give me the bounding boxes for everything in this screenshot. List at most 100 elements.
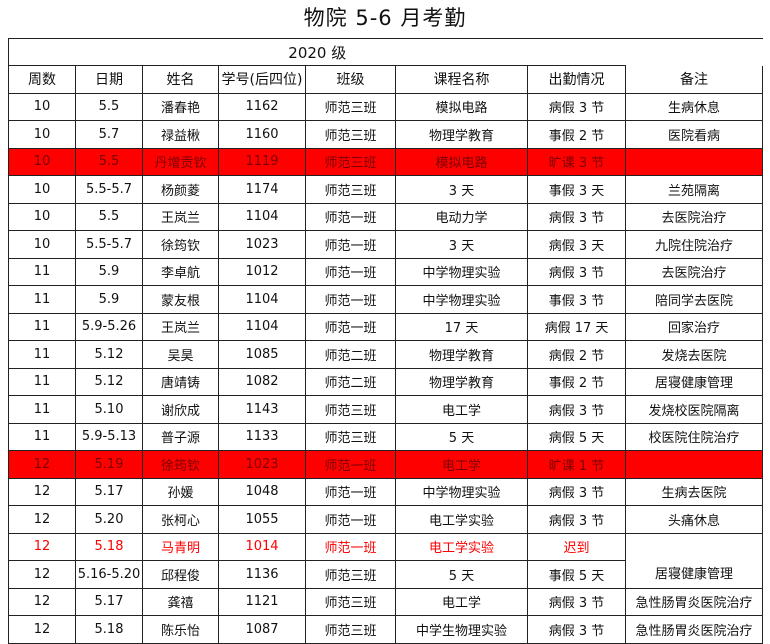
cell-student-id: 1048: [218, 477, 306, 506]
cell-date: 5.17: [75, 477, 143, 506]
cell-name: 陈乐怡: [142, 615, 219, 644]
cell-course: 电动力学: [395, 202, 528, 231]
cell-course: 3 天: [395, 230, 528, 259]
table-row: 10 5.5-5.7 杨颜菱 1174 师范三班 3 天事假 3 天兰苑隔离: [8, 175, 764, 204]
cell-date: 5.9-5.26: [75, 312, 143, 341]
cell-name: 王岚兰: [142, 312, 219, 341]
table-row: 12 5.16-5.20 邱程俊 1136 师范三班 5 天事假 5 天: [8, 560, 763, 589]
cell-note: 头痛休息: [625, 505, 764, 534]
cell-class: 师范三班: [305, 175, 396, 204]
cell-student-id: 1133: [218, 422, 306, 451]
table-row: 11 5.9 蒙友根 1104 师范一班 中学物理实验 事假 3 节陪同学去医院: [8, 285, 764, 314]
cell-date: 5.5-5.7: [75, 230, 143, 259]
table-row: 10 5.5 丹增贡钦 1119 师范三班 模拟电路 旷课 3 节: [8, 147, 764, 176]
cell-course: 模拟电路: [395, 92, 528, 121]
cell-name: 孙媛: [142, 477, 219, 506]
cell-date: 5.9: [75, 257, 143, 286]
cell-class: 师范三班: [305, 615, 396, 644]
page-title: 物院 5-6 月考勤: [303, 6, 467, 30]
cell-date: 5.7: [75, 120, 143, 149]
cell-name: 李卓航: [142, 257, 219, 286]
table-row: 10 5.7 禄益楸 1160 师范三班 物理学教育 事假 2 节医院看病: [8, 120, 764, 149]
cell-class: 师范一班: [305, 450, 396, 479]
cell-course: 中学物理实验: [395, 477, 528, 506]
cell-class: 师范一班: [305, 230, 396, 259]
cell-student-id: 1085: [218, 340, 306, 369]
cell-student-id: 1143: [218, 395, 306, 424]
cell-student-id: 1104: [218, 202, 306, 231]
cell-date: 5.10: [75, 395, 143, 424]
cell-date: 5.12: [75, 367, 143, 396]
cell-note: 回家治疗: [625, 312, 764, 341]
table-row: 10 5.5-5.7 徐筠钦 1023 师范一班 3 天病假 3 天九院住院治疗: [8, 230, 764, 259]
cell-note: 校医院住院治疗: [625, 422, 764, 451]
cell-course: 中学物理实验: [395, 285, 528, 314]
cell-attendance: 事假 3 节: [526, 285, 627, 314]
cell-attendance: 事假 2 节: [526, 120, 627, 149]
cell-week: 10: [8, 147, 76, 176]
cell-week: 12: [8, 477, 76, 506]
header-attendance: 出勤情况: [526, 65, 627, 94]
cell-note: 急性肠胃炎医院治疗: [625, 615, 764, 644]
cell-name: 丹增贡钦: [142, 147, 219, 176]
header-row: 周数 日期 姓名 学号(后四位) 班级 课程名称 出勤情况 备注: [8, 65, 764, 94]
cell-note: 医院看病: [625, 120, 764, 149]
cell-note: 去医院治疗: [625, 257, 764, 286]
cell-week: 12: [8, 615, 76, 644]
cell-week: 11: [8, 340, 76, 369]
cell-note: 兰苑隔离: [625, 175, 764, 204]
table-row: 12 5.17 孙媛 1048 师范一班 中学物理实验 病假 3 节生病去医院: [8, 477, 764, 506]
cell-note: [625, 147, 764, 176]
cell-attendance: 旷课 1 节: [526, 450, 627, 479]
table-row: 12 5.20 张柯心 1055 师范一班 电工学实验 病假 3 节头痛休息: [8, 505, 764, 534]
cell-name: 潘春艳: [142, 92, 219, 121]
cell-date: 5.19: [75, 450, 143, 479]
cell-attendance: 病假 3 节: [526, 92, 627, 121]
cell-student-id: 1104: [218, 285, 306, 314]
cell-attendance: 病假 3 节: [526, 505, 627, 534]
table-row: 11 5.12 吴昊 1085 师范二班 物理学教育 病假 2 节发烧去医院: [8, 340, 764, 369]
cell-class: 师范一班: [305, 257, 396, 286]
cell-week: 11: [8, 395, 76, 424]
cell-course: 3 天: [395, 175, 528, 204]
cell-attendance: 病假 3 节: [526, 587, 627, 616]
cell-name: 王岚兰: [142, 202, 219, 231]
cell-class: 师范一班: [305, 285, 396, 314]
cell-note: [625, 450, 764, 479]
cell-attendance: 病假 3 节: [526, 395, 627, 424]
cell-name: 禄益楸: [142, 120, 219, 149]
cell-attendance: 事假 2 节: [526, 367, 627, 396]
cell-week: 11: [8, 285, 76, 314]
cell-student-id: 1087: [218, 615, 306, 644]
cell-week: 10: [8, 230, 76, 259]
cell-date: 5.20: [75, 505, 143, 534]
cell-week: 12: [8, 505, 76, 534]
cell-week: 10: [8, 92, 76, 121]
header-note: 备注: [625, 65, 764, 94]
cell-note: 急性肠胃炎医院治疗: [625, 587, 764, 616]
cell-attendance: 病假 3 天: [526, 230, 627, 259]
cell-student-id: 1023: [218, 450, 306, 479]
cell-note: 九院住院治疗: [625, 230, 764, 259]
cell-class: 师范三班: [305, 120, 396, 149]
cell-course: 5 天: [395, 422, 528, 451]
cell-student-id: 1014: [218, 532, 306, 561]
year-label: 2020 级: [7, 38, 626, 66]
cell-date: 5.5: [75, 147, 143, 176]
table-row: 11 5.9-5.13 普子源 1133 师范三班 5 天病假 5 天校医院住院治疗: [8, 422, 764, 451]
cell-course: 物理学教育: [395, 340, 528, 369]
cell-attendance: 旷课 3 节: [526, 147, 627, 176]
cell-student-id: 1121: [218, 587, 306, 616]
header-class: 班级: [305, 65, 396, 94]
cell-note: 陪同学去医院: [625, 285, 764, 314]
cell-class: 师范一班: [305, 202, 396, 231]
table-row: 12 5.18 马青明 1014 师范一班 电工学实验 迟到 居寝健康管理: [8, 532, 764, 589]
cell-name: 徐筠钦: [142, 230, 219, 259]
cell-class: 师范三班: [305, 422, 396, 451]
cell-week: 12: [8, 560, 76, 589]
cell-date: 5.12: [75, 340, 143, 369]
cell-name: 唐靖铸: [142, 367, 219, 396]
cell-student-id: 1012: [218, 257, 306, 286]
cell-week: 10: [8, 175, 76, 204]
cell-week: 12: [8, 532, 76, 561]
